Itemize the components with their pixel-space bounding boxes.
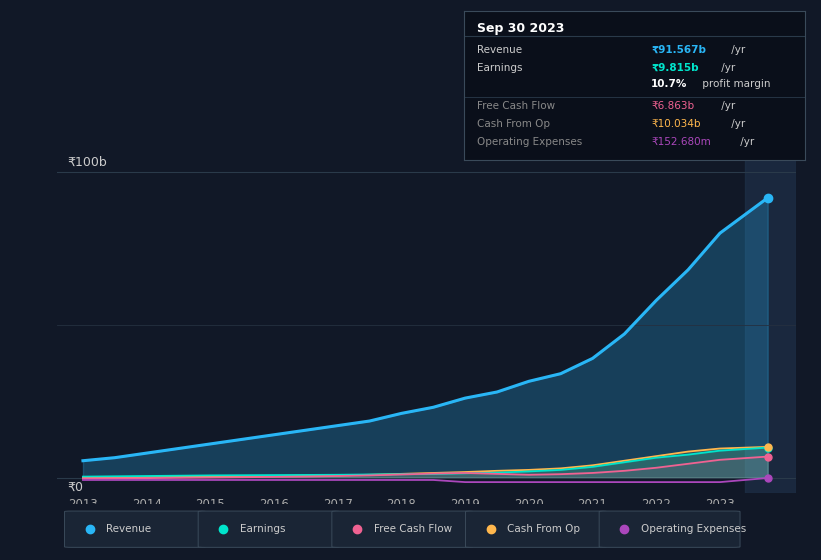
Text: Earnings: Earnings [478, 63, 523, 73]
Text: Sep 30 2023: Sep 30 2023 [478, 22, 565, 35]
Text: ₹6.863b: ₹6.863b [651, 101, 695, 111]
FancyBboxPatch shape [332, 511, 473, 547]
Text: ₹9.815b: ₹9.815b [651, 63, 699, 73]
FancyBboxPatch shape [466, 511, 607, 547]
Text: Free Cash Flow: Free Cash Flow [374, 524, 452, 534]
FancyBboxPatch shape [65, 511, 205, 547]
Text: /yr: /yr [718, 101, 736, 111]
Text: Operating Expenses: Operating Expenses [478, 137, 583, 147]
Text: ₹91.567b: ₹91.567b [651, 45, 706, 55]
Text: /yr: /yr [718, 63, 736, 73]
Text: Operating Expenses: Operating Expenses [641, 524, 746, 534]
Text: Cash From Op: Cash From Op [507, 524, 580, 534]
Text: Revenue: Revenue [107, 524, 152, 534]
FancyBboxPatch shape [198, 511, 339, 547]
Text: Cash From Op: Cash From Op [478, 119, 551, 129]
Text: Earnings: Earnings [240, 524, 286, 534]
FancyBboxPatch shape [599, 511, 740, 547]
Text: Free Cash Flow: Free Cash Flow [478, 101, 556, 111]
Text: 10.7%: 10.7% [651, 79, 688, 89]
Text: ₹152.680m: ₹152.680m [651, 137, 711, 147]
Text: ₹10.034b: ₹10.034b [651, 119, 701, 129]
Text: /yr: /yr [727, 45, 745, 55]
Text: profit margin: profit margin [699, 79, 770, 89]
Text: Revenue: Revenue [478, 45, 523, 55]
Text: ₹0: ₹0 [67, 480, 83, 493]
Text: /yr: /yr [737, 137, 754, 147]
Text: ₹100b: ₹100b [67, 156, 107, 169]
Text: /yr: /yr [727, 119, 745, 129]
Bar [745, 157, 796, 493]
